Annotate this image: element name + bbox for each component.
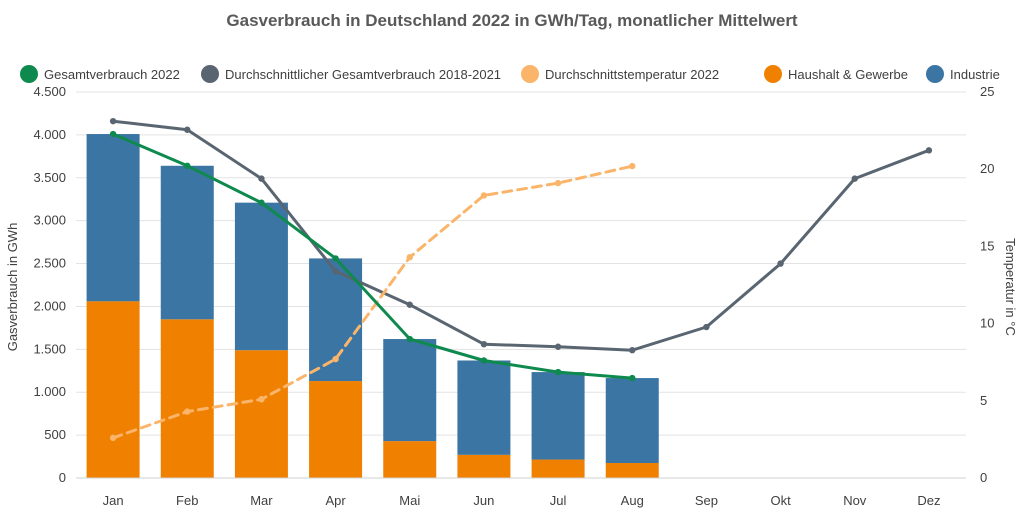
bar	[605, 378, 659, 463]
bar	[457, 360, 511, 455]
legend-marker	[521, 65, 539, 83]
x-tick-label: Jan	[103, 493, 124, 508]
x-tick-label: Mai	[399, 493, 420, 508]
data-point	[925, 147, 933, 154]
legend-marker	[201, 65, 219, 83]
gridlines	[76, 91, 966, 479]
y2-tick-label: 25	[980, 84, 994, 99]
data-point	[258, 199, 265, 206]
y-tick-label: 4.000	[33, 127, 66, 142]
y-tick-label: 0	[59, 470, 66, 485]
x-tick-label: Okt	[770, 493, 791, 508]
y-tick-label: 1.000	[33, 384, 66, 399]
series-line	[111, 119, 931, 352]
data-point	[554, 343, 562, 350]
series-line	[111, 132, 634, 380]
bar	[457, 454, 511, 478]
y-tick-label: 3.500	[33, 170, 66, 185]
bar	[383, 339, 437, 442]
legend-marker	[20, 65, 38, 83]
x-tick-label: Feb	[176, 493, 198, 508]
y2-tick-label: 0	[980, 470, 987, 485]
data-point	[406, 335, 413, 343]
bar	[383, 441, 437, 478]
bar	[86, 301, 140, 478]
x-tick-label: Jul	[550, 493, 567, 508]
y2-tick-label: 5	[980, 393, 987, 408]
y2-axis-title: Temperatur in °C	[1003, 238, 1018, 336]
data-point	[184, 126, 191, 133]
y-axis-title: Gasverbrauch in GWh	[5, 223, 20, 352]
y2-tick-label: 15	[980, 238, 994, 253]
data-point	[109, 434, 117, 442]
left-axis: 0 500 1.000 1.500 2.000 2.500 3.000 3.500 4.000 4…	[33, 84, 66, 485]
data-point	[629, 374, 636, 382]
legend-label: Gesamtverbrauch 2022	[44, 67, 180, 82]
bar	[234, 202, 288, 351]
bar	[160, 319, 214, 478]
bar	[309, 381, 363, 478]
data-point	[258, 175, 265, 182]
data-point	[332, 268, 339, 275]
y-tick-label: 3.000	[33, 213, 66, 228]
x-tick-label: Aug	[621, 493, 644, 508]
data-point	[184, 162, 191, 169]
bar	[160, 165, 214, 320]
legend-marker	[926, 65, 944, 83]
legend-label: Durchschnittstemperatur 2022	[545, 67, 719, 82]
bar	[605, 462, 659, 478]
data-point	[109, 130, 117, 138]
x-tick-label: Mar	[250, 493, 273, 508]
data-point	[554, 368, 562, 376]
legend-label: Durchschnittlicher Gesamtverbrauch 2018-…	[225, 67, 501, 82]
y2-tick-label: 20	[980, 161, 994, 176]
data-point	[406, 254, 413, 261]
chart-title: Gasverbrauch in Deutschland 2022 in GWh/…	[226, 11, 798, 30]
bar	[86, 134, 140, 302]
data-point	[258, 396, 265, 403]
data-point	[851, 175, 858, 182]
bar	[531, 372, 585, 460]
x-tick-label: Nov	[843, 493, 867, 508]
x-tick-label: Dez	[917, 493, 940, 508]
x-tick-label: Apr	[325, 493, 346, 508]
legend-label: Haushalt & Gewerbe	[788, 67, 908, 82]
bar-series	[86, 134, 659, 478]
y2-tick-label: 10	[980, 316, 994, 331]
data-point	[480, 357, 488, 364]
data-point	[480, 192, 488, 199]
data-point	[480, 340, 488, 348]
y-tick-label: 2.500	[33, 256, 66, 271]
line-series	[109, 117, 933, 442]
data-point	[332, 355, 339, 363]
right-axis: 0 5 10 15 20 25	[980, 84, 994, 485]
data-point	[554, 179, 562, 187]
data-point	[109, 117, 117, 125]
legend: Gesamtverbrauch 2022 Durchschnittlicher G…	[20, 65, 1000, 83]
x-axis: Jan Feb Mar Apr Mai Jun Jul Aug Sep Okt Nov Dez	[76, 477, 966, 508]
data-point	[703, 323, 710, 331]
data-point	[629, 346, 636, 354]
y-tick-label: 500	[44, 427, 66, 442]
data-point	[332, 255, 339, 262]
y-tick-label: 2.000	[33, 298, 66, 313]
bar	[531, 459, 585, 478]
legend-label: Industrie	[950, 67, 1000, 82]
data-point	[406, 301, 413, 308]
data-point	[184, 408, 191, 415]
y-tick-label: 4.500	[33, 84, 66, 99]
legend-marker	[764, 65, 782, 83]
data-point	[629, 162, 636, 170]
y-tick-label: 1.500	[33, 341, 66, 356]
bar	[234, 350, 288, 478]
data-point	[777, 260, 784, 267]
x-tick-label: Jun	[473, 493, 494, 508]
series-line	[111, 164, 634, 440]
x-tick-label: Sep	[695, 493, 718, 508]
